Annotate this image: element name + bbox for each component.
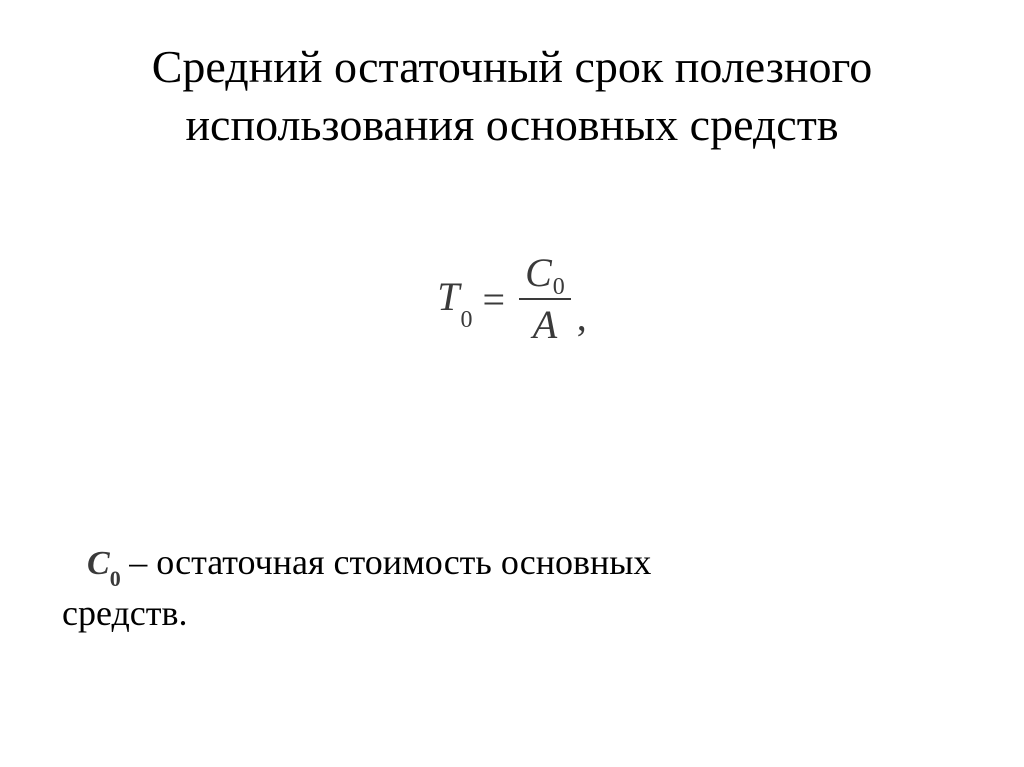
legend-text-1: остаточная стоимость основных	[156, 542, 651, 582]
slide: Средний остаточный срок полезного исполь…	[0, 0, 1024, 767]
lhs-sub: 0	[461, 307, 473, 333]
formula-lhs: T0	[437, 273, 472, 326]
num-var: C	[525, 252, 552, 294]
den-var: A	[533, 304, 557, 346]
fraction: C0 A	[519, 252, 571, 346]
denominator: A	[527, 304, 563, 346]
legend-symbol: C0	[87, 545, 129, 582]
numerator: C0	[519, 252, 571, 294]
formula-trailing: ,	[577, 293, 587, 340]
formula-expression: T0 = C0 A ,	[437, 252, 587, 346]
legend-sym-var: C	[87, 545, 110, 582]
legend-text-2: средств.	[62, 593, 188, 633]
title-line-2: использования основных средств	[185, 99, 838, 150]
lhs-var: T	[437, 274, 459, 319]
equals-sign: =	[483, 276, 506, 323]
legend-dash-char: –	[129, 542, 147, 582]
legend-sym-sub: 0	[110, 566, 121, 591]
slide-title: Средний остаточный срок полезного исполь…	[0, 38, 1024, 153]
num-sub: 0	[553, 275, 565, 300]
legend-block: C0 – остаточная стоимость основных средс…	[62, 538, 962, 638]
title-line-1: Средний остаточный срок полезного	[152, 41, 873, 92]
formula-block: T0 = C0 A ,	[0, 252, 1024, 346]
